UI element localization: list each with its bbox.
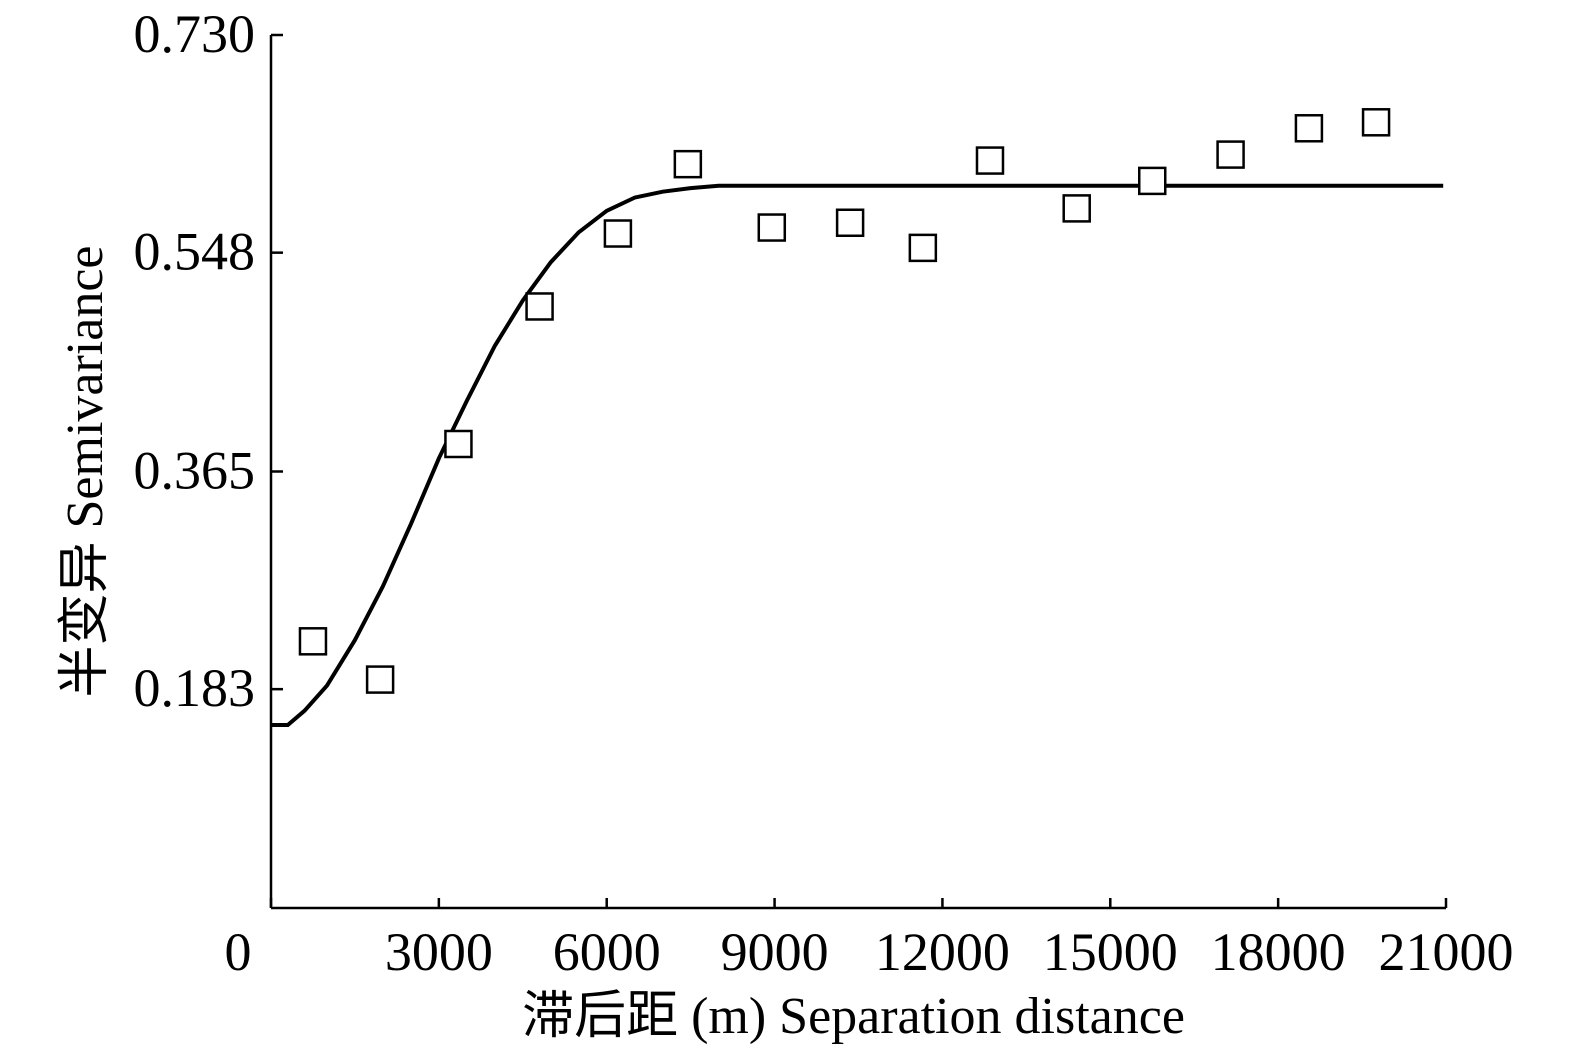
x-axis-ticks: 0 3000 6000 9000 12000 15000 18000 21000: [225, 898, 1514, 982]
data-point-marker: [1062, 194, 1091, 223]
data-point-marker: [365, 665, 395, 694]
y-tick-label: 0.730: [134, 4, 256, 64]
x-axis-title: 滞后距 (m) Separation distance: [522, 988, 1185, 1045]
x-tick-label: 9000: [721, 922, 829, 982]
y-tick-label: 0.548: [134, 222, 256, 282]
x-tick-label: 3000: [385, 922, 493, 982]
data-point-marker: [757, 213, 787, 242]
data-point-marker: [1138, 166, 1167, 196]
x-tick-label: 0: [225, 922, 252, 982]
y-axis-ticks: 0.183 0.365 0.548 0.730: [134, 4, 283, 718]
y-tick-label: 0.365: [134, 441, 256, 501]
data-point-marker: [908, 233, 938, 263]
data-point-marker: [1294, 114, 1324, 143]
data-point-marker: [525, 292, 554, 321]
x-tick-label: 12000: [875, 922, 1010, 982]
plot-area: [269, 35, 1446, 910]
fitted-model-line: [271, 183, 1444, 727]
x-tick-label: 6000: [553, 922, 661, 982]
data-point-marker: [835, 208, 865, 238]
x-tick-label: 15000: [1043, 922, 1178, 982]
x-tick-label: 18000: [1211, 922, 1346, 982]
series-layer: [271, 108, 1444, 727]
data-point-marker: [603, 219, 633, 248]
data-point-marker: [673, 149, 703, 179]
y-axis-title: 半变异 Semivariance: [57, 246, 114, 698]
data-point-marker: [1361, 108, 1391, 137]
data-point-marker: [444, 429, 473, 459]
data-point-marker: [1216, 140, 1245, 169]
data-point-marker: [975, 146, 1005, 175]
y-tick-label: 0.183: [134, 658, 256, 718]
x-tick-label: 21000: [1379, 922, 1514, 982]
data-point-marker: [298, 627, 328, 656]
